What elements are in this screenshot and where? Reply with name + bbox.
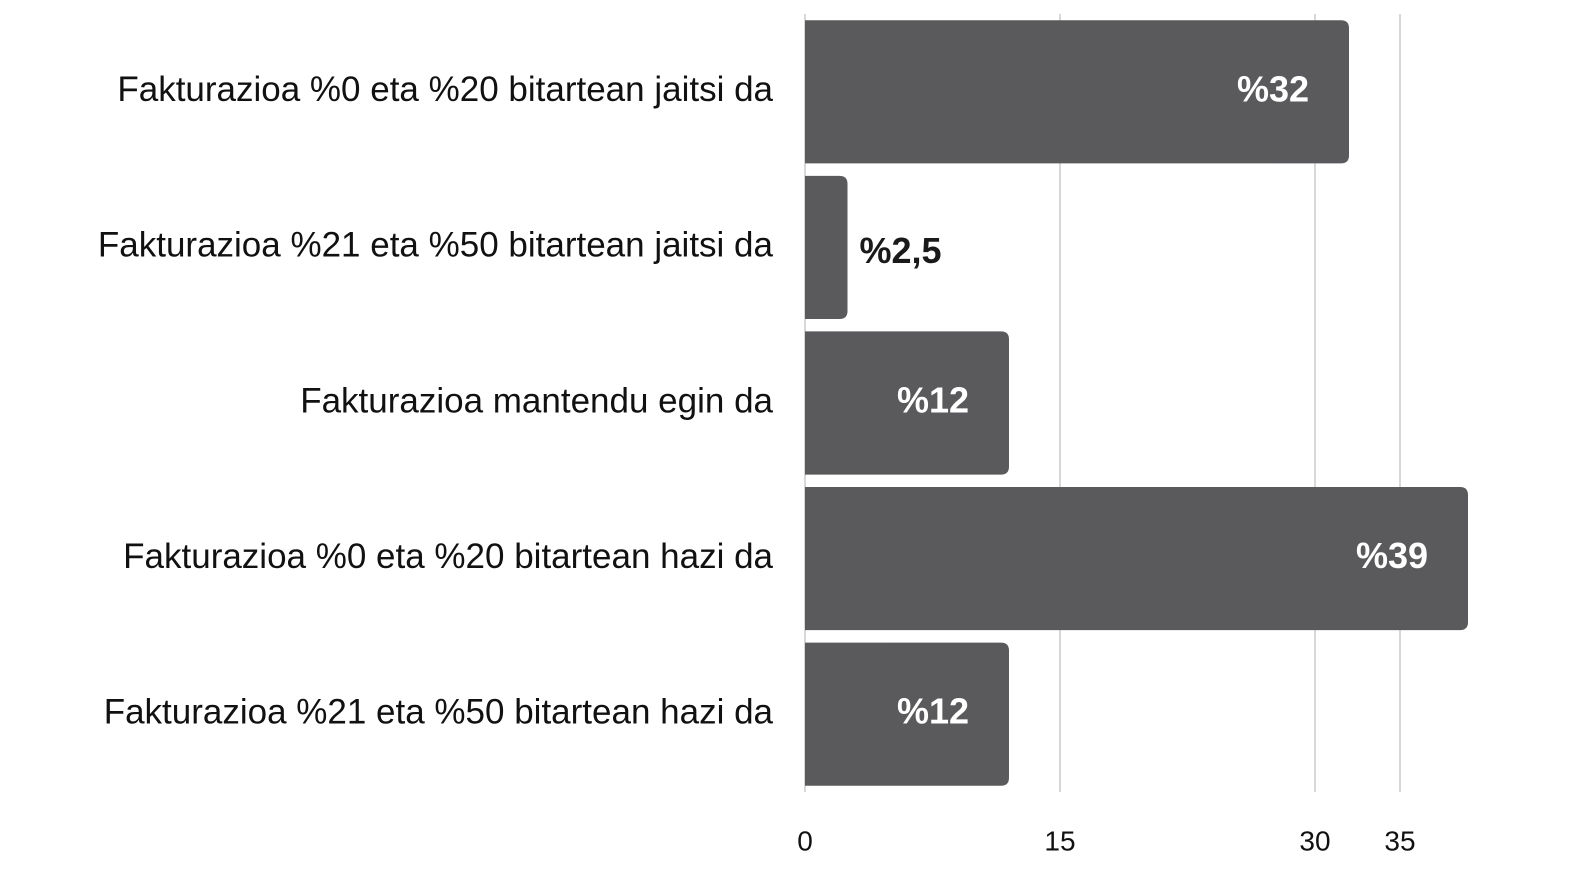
- value-label: %12: [897, 691, 969, 732]
- bar: [805, 175, 848, 319]
- x-tick-label: 15: [1044, 825, 1075, 856]
- value-label: %32: [1237, 68, 1309, 109]
- bar: [805, 331, 1009, 475]
- value-label: %39: [1356, 535, 1428, 576]
- y-tick-label: Fakturazioa %0 eta %20 bitartean hazi da: [123, 537, 773, 576]
- y-tick-label: Fakturazioa %21 eta %50 bitartean hazi d…: [104, 692, 774, 731]
- x-tick-label: 35: [1384, 825, 1415, 856]
- y-tick-label: Fakturazioa %0 eta %20 bitartean jaitsi …: [117, 70, 773, 109]
- bar: [805, 642, 1009, 786]
- y-tick-label: Fakturazioa mantendu egin da: [300, 381, 773, 420]
- value-label: %12: [897, 380, 969, 421]
- value-label: %2,5: [860, 230, 942, 271]
- x-tick-label: 30: [1299, 825, 1330, 856]
- y-tick-label: Fakturazioa %21 eta %50 bitartean jaitsi…: [98, 226, 774, 265]
- x-tick-label: 0: [797, 825, 813, 856]
- bar: [805, 487, 1468, 631]
- bar: [805, 20, 1349, 164]
